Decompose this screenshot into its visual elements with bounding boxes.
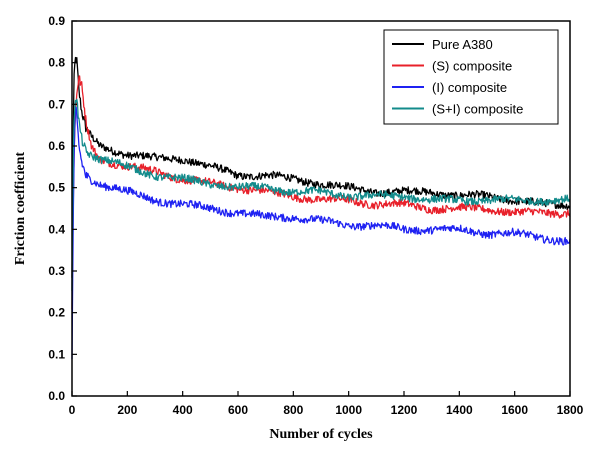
- x-tick-label-2: 400: [173, 403, 193, 417]
- x-axis-title: Number of cycles: [269, 427, 373, 442]
- y-tick-label-3: 0.3: [48, 264, 65, 278]
- series-line-1: [71, 75, 571, 310]
- y-tick-label-6: 0.6: [48, 139, 65, 153]
- legend-label-2: (I) composite: [432, 80, 507, 95]
- plot-frame: [71, 20, 571, 397]
- y-tick-label-4: 0.4: [48, 222, 65, 236]
- legend-label-0: Pure A380: [432, 37, 493, 52]
- x-tick-label-6: 1200: [391, 403, 418, 417]
- x-tick-label-3: 600: [228, 403, 248, 417]
- y-tick-label-1: 0.1: [48, 347, 65, 361]
- x-tick-label-8: 1600: [501, 403, 528, 417]
- legend-label-1: (S) composite: [432, 59, 512, 74]
- y-tick-label-7: 0.7: [48, 97, 65, 111]
- x-tick-label-7: 1400: [446, 403, 473, 417]
- ticks-layer: 0 200 400 600 800 1000 1200 1400 1600 1800 0.0 0.1 0…: [48, 14, 583, 417]
- legend: Pure A380 (S) composite (I) composite (S+I)…: [383, 29, 559, 125]
- x-tick-label-4: 800: [283, 403, 303, 417]
- x-tick-label-5: 1000: [335, 403, 362, 417]
- series-line-2: [71, 106, 571, 360]
- series-layer: [71, 56, 571, 360]
- x-tick-label-1: 200: [117, 403, 137, 417]
- y-tick-label-2: 0.2: [48, 306, 65, 320]
- x-tick-label-0: 0: [69, 403, 76, 417]
- y-axis-title: Friction coefficient: [13, 152, 28, 265]
- y-tick-label-5: 0.5: [48, 181, 65, 195]
- series-line-0: [71, 56, 571, 278]
- x-tick-label-9: 1800: [557, 403, 584, 417]
- series-line-3: [71, 98, 571, 291]
- y-tick-label-8: 0.8: [48, 56, 65, 70]
- y-tick-label-9: 0.9: [48, 14, 65, 28]
- legend-label-3: (S+I) composite: [432, 102, 523, 117]
- y-tick-label-0: 0.0: [48, 389, 65, 403]
